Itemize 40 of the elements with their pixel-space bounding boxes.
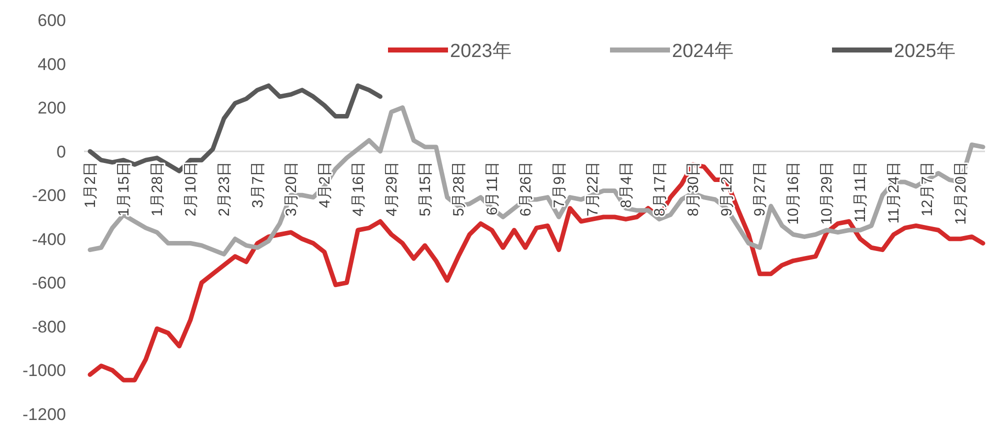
- y-tick-label: -200: [32, 186, 66, 206]
- y-tick-label: 400: [38, 54, 66, 74]
- x-tick-label: 4月29日: [383, 161, 400, 216]
- y-tick-label: -1200: [22, 405, 66, 424]
- x-tick-label: 10月29日: [818, 161, 836, 225]
- x-tick-label: 1月2日: [82, 161, 99, 208]
- x-tick-label: 11月24日: [886, 161, 903, 224]
- legend-label: 2025年: [894, 41, 956, 62]
- legend-label: 2023年: [450, 41, 512, 62]
- x-tick-label: 12月20日: [952, 161, 970, 225]
- x-tick-label: 8月17日: [651, 161, 668, 216]
- x-tick-label: 12月7日: [919, 161, 936, 216]
- x-tick-label: 4月16日: [350, 161, 367, 216]
- x-tick-label: 2月10日: [182, 161, 200, 216]
- y-tick-label: -600: [32, 274, 66, 293]
- y-tick-label: -1000: [22, 361, 66, 380]
- x-tick-label: 3月7日: [249, 161, 266, 208]
- x-tick-label: 5月15日: [416, 161, 434, 216]
- x-tick-label: 11月11日: [852, 161, 870, 222]
- x-tick-label: 2月23日: [216, 161, 233, 216]
- x-tick-label: 7月9日: [550, 161, 568, 208]
- x-tick-label: 10月16日: [785, 161, 802, 225]
- x-tick-label: 6月26日: [517, 161, 534, 216]
- y-tick-label: -800: [32, 317, 66, 336]
- x-tick-label: 3月20日: [282, 161, 300, 216]
- x-tick-label: 6月11日: [484, 161, 501, 216]
- x-tick-label: 8月30日: [684, 161, 702, 216]
- y-tick-label: 0: [56, 142, 66, 162]
- x-tick-label: 1月28日: [148, 161, 166, 216]
- legend-label: 2024年: [672, 41, 734, 62]
- x-tick-label: 7月22日: [584, 161, 602, 216]
- x-tick-label: 4月2日: [316, 161, 334, 208]
- x-tick-label: 1月15日: [115, 161, 132, 216]
- y-tick-label: 200: [38, 98, 66, 118]
- x-tick-label: 9月27日: [752, 161, 769, 216]
- x-tick-label: 5月28日: [450, 161, 468, 216]
- y-tick-label: 600: [38, 11, 66, 30]
- x-tick-label: 9月12日: [718, 161, 736, 216]
- x-tick-label: 8月4日: [618, 161, 635, 208]
- y-tick-label: -400: [32, 230, 66, 249]
